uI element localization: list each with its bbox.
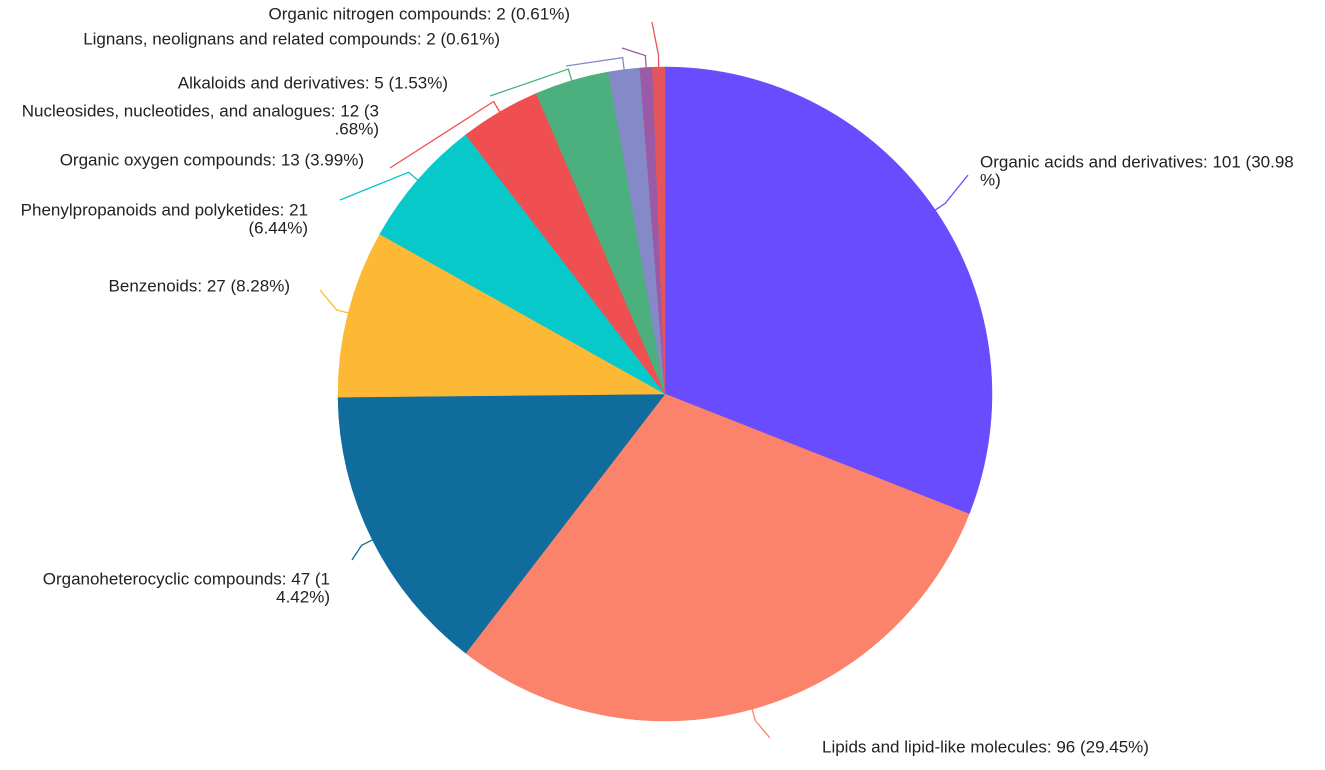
leader-line bbox=[565, 56, 625, 70]
leader-line bbox=[934, 174, 969, 211]
slice-label: Lignans, neolignans and related compound… bbox=[83, 29, 500, 48]
leader-line bbox=[621, 47, 647, 68]
slice-label: Organic nitrogen compounds: 2 (0.61%) bbox=[269, 4, 570, 23]
slice-label: 4.42%) bbox=[276, 587, 330, 606]
leader-line bbox=[319, 289, 349, 314]
slice-label: %) bbox=[980, 170, 1001, 189]
slice-label: Organic oxygen compounds: 13 (3.99%) bbox=[60, 150, 364, 169]
leader-line bbox=[489, 68, 573, 97]
slice-label: Alkaloids and derivatives: 5 (1.53%) bbox=[178, 73, 448, 92]
slice-label: Phenylpropanoids and polyketides: 21 bbox=[21, 200, 308, 219]
slice-label: Benzenoids: 27 (8.28%) bbox=[109, 276, 290, 295]
leader-line bbox=[389, 100, 501, 169]
leader-line bbox=[351, 539, 373, 561]
leader-line bbox=[339, 171, 419, 201]
slice-label: (6.44%) bbox=[248, 218, 308, 237]
slice-label: Nucleosides, nucleotides, and analogues:… bbox=[22, 101, 379, 120]
slice-label: Organic acids and derivatives: 101 (30.9… bbox=[980, 152, 1294, 171]
pie-slice bbox=[664, 66, 993, 515]
slice-label: Lipids and lipid-like molecules: 96 (29.… bbox=[822, 737, 1149, 756]
pie-slice bbox=[465, 393, 970, 722]
pie-slice bbox=[379, 134, 666, 395]
leader-line bbox=[651, 21, 660, 68]
leader-line bbox=[751, 708, 771, 739]
slice-label: Organoheterocyclic compounds: 47 (1 bbox=[43, 569, 330, 588]
slice-label: .68%) bbox=[335, 119, 379, 138]
